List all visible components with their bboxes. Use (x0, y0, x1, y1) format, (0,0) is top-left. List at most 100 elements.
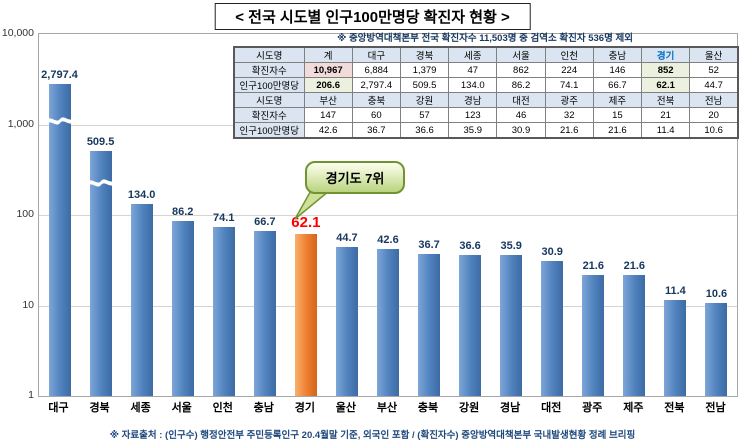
bar-value-label: 2,797.4 (41, 69, 78, 82)
y-axis-tick-label: 10,000 (1, 27, 34, 39)
table-region-header: 부산 (303, 92, 353, 108)
bar-value-label: 36.6 (459, 239, 481, 252)
table-cell: 224 (544, 62, 594, 78)
bar (335, 246, 358, 396)
bar (377, 248, 399, 396)
bar-value-label: 134.0 (127, 188, 156, 201)
y-axis-tick-label: 10 (22, 298, 34, 311)
x-axis-category-label: 울산 (335, 402, 357, 414)
x-axis-category-label: 서울 (171, 402, 192, 414)
table-cell: 10,967 (303, 62, 353, 78)
table-cell: 60 (351, 107, 401, 123)
table-cell: 32 (544, 107, 594, 123)
summary-table-wrap: ※ 중앙방역대책본부 전국 확진자수 11,503명 중 검역소 확진자 536… (233, 30, 739, 139)
bar-highlighted (294, 233, 317, 396)
table-region-header: 전남 (689, 92, 739, 108)
callout-label: 경기도 7위 (305, 161, 405, 194)
table-region-header: 세종 (448, 46, 498, 63)
table-cell: 1,379 (399, 62, 450, 78)
x-axis-category-label: 제주 (623, 402, 644, 414)
chart-title: < 전국 시도별 인구100만명당 확진자 현황 > (214, 3, 531, 30)
bar (253, 230, 276, 396)
bar (459, 254, 482, 396)
bar (48, 84, 71, 396)
table-region-header: 경남 (448, 92, 498, 108)
bar-value-label: 30.9 (541, 246, 563, 259)
bar-value-label: 21.6 (582, 260, 604, 273)
x-axis-category-label: 세종 (130, 402, 151, 414)
x-axis-category-label: 경북 (89, 402, 110, 414)
table-row-label: 인구100만명당 (233, 77, 305, 93)
table-cell: 62.1 (641, 77, 691, 93)
x-axis-category-label: 경남 (500, 402, 521, 414)
table-cell: 134.0 (448, 77, 498, 93)
bar-value-label: 509.5 (86, 136, 115, 149)
x-axis-category-label: 전남 (705, 402, 726, 414)
table-cell: 10.6 (689, 122, 739, 139)
table-cell: 44.7 (689, 77, 739, 93)
table-cell: 35.9 (448, 122, 498, 139)
table-region-header: 충남 (592, 46, 643, 63)
y-axis-tick-label: 1,000 (7, 117, 34, 130)
table-note: ※ 중앙방역대책본부 전국 확진자수 11,503명 중 검역소 확진자 536… (337, 33, 633, 44)
table-cell: 47 (448, 62, 498, 78)
table-region-header: 경기 (641, 46, 691, 63)
table-cell: 46 (496, 107, 546, 123)
bar (130, 203, 153, 396)
table-cell: 2,797.4 (351, 77, 401, 93)
gridline (39, 215, 737, 216)
x-axis-category-label: 경기 (294, 402, 315, 414)
bar-value-label: 86.2 (171, 205, 194, 218)
x-axis-category-label: 전북 (664, 402, 685, 414)
x-axis-category-label: 인천 (212, 402, 233, 414)
bar-value-label: 44.7 (336, 231, 358, 244)
table-cell: 852 (641, 62, 691, 78)
table-cell: 21.6 (544, 122, 594, 139)
table-region-header: 울산 (689, 46, 739, 63)
table-region-header: 서울 (496, 46, 546, 63)
table-cell: 11.4 (641, 122, 691, 139)
bar-value-label: 21.6 (623, 260, 646, 273)
x-axis-category-label: 강원 (458, 402, 480, 414)
table-cell: 36.6 (399, 122, 450, 139)
callout-bubble: 경기도 7위 (293, 161, 409, 227)
table-region-header: 전북 (641, 92, 691, 108)
table-cell: 42.6 (303, 122, 353, 139)
table-row-label: 시도명 (233, 46, 305, 63)
axis-break-icon (87, 176, 114, 188)
table-cell: 15 (592, 107, 643, 123)
bar (582, 275, 605, 396)
table-cell: 36.7 (351, 122, 401, 139)
bar (623, 275, 646, 396)
table-cell: 206.6 (303, 77, 353, 93)
bar (500, 255, 523, 396)
table-region-header: 강원 (399, 92, 450, 108)
bar (664, 300, 687, 396)
bar-value-label: 11.4 (665, 285, 686, 298)
y-axis-tick-label: 1 (28, 389, 34, 401)
bar (171, 220, 194, 396)
table-region-header: 경북 (399, 46, 450, 63)
x-axis-category-label: 충남 (253, 402, 274, 414)
table-cell: 147 (303, 107, 353, 123)
x-axis-category-label: 대전 (541, 402, 562, 414)
table-cell: 123 (448, 107, 498, 123)
bar (541, 261, 564, 396)
table-cell: 146 (592, 62, 643, 78)
bar-value-label: 36.7 (418, 239, 440, 252)
bar (705, 303, 728, 396)
table-region-header: 대전 (496, 92, 546, 108)
y-axis-tick-label: 100 (16, 208, 34, 220)
table-region-header: 인천 (544, 46, 594, 63)
table-row-label: 확진자수 (233, 107, 305, 123)
table-cell: 509.5 (399, 77, 450, 93)
table-row-label: 인구100만명당 (233, 122, 305, 139)
bar-value-label: 35.9 (500, 240, 522, 253)
source-note: ※ 자료출처 : (인구수) 행정안전부 주민등록인구 20.4월말 기준, 외… (109, 430, 636, 441)
table-cell: 74.1 (544, 77, 594, 93)
bar-value-label: 42.6 (377, 233, 399, 246)
table-cell: 862 (496, 62, 546, 78)
table-row-label: 확진자수 (233, 62, 305, 78)
table-region-header: 계 (303, 46, 353, 63)
